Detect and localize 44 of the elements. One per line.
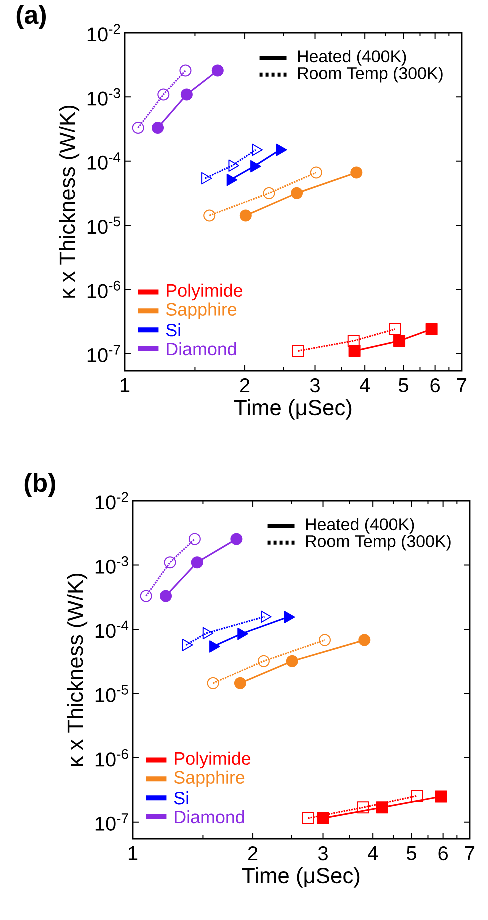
- y-tick-label: 10$^{-7}$: [96, 814, 128, 831]
- annotation: Room Temp (300K): [306, 535, 451, 551]
- legend-label: Polyimide: [175, 752, 251, 769]
- legend-label: Sapphire: [166, 302, 237, 320]
- x-tick-label: 6: [430, 378, 440, 393]
- y-tick-label: 10$^{-4}$: [88, 152, 121, 170]
- legend-label: Diamond: [167, 342, 236, 356]
- y-axis-title: κ x Thickness (W/K): [67, 574, 88, 766]
- x-tick-label: 1: [120, 378, 130, 392]
- x-tick-label: 3: [318, 846, 328, 861]
- legend-label: Sapphire: [174, 770, 245, 788]
- y-tick-label: 10$^{-2}$: [88, 24, 120, 42]
- y-tick-label: 10$^{-5}$: [96, 685, 128, 702]
- y-tick-label: 10$^{-7}$: [88, 345, 120, 362]
- x-tick-label: 5: [398, 378, 408, 392]
- y-tick-label: 10$^{-6}$: [96, 749, 128, 767]
- x-axis-title: Time (μSec): [234, 399, 352, 420]
- x-axis-title: Time (μSec): [242, 867, 360, 888]
- legend-label: Diamond: [175, 810, 244, 824]
- annotation: Room Temp (300K): [298, 67, 443, 83]
- y-tick-label: 10$^{-2}$: [96, 492, 128, 510]
- chart-title: (b): [24, 473, 56, 498]
- legend-label: Si: [166, 324, 180, 337]
- annotation: Heated (400K): [298, 50, 406, 66]
- chart-title: (a): [16, 5, 46, 30]
- x-tick-label: 1: [128, 846, 138, 860]
- legend-label: Si: [174, 792, 188, 805]
- x-tick-label: 5: [406, 846, 416, 860]
- x-tick-label: 7: [465, 846, 475, 860]
- annotation: Heated (400K): [306, 518, 414, 534]
- x-tick-label: 7: [457, 378, 467, 392]
- y-tick-label: 10$^{-3}$: [96, 556, 128, 574]
- y-axis-title: κ x Thickness (W/K): [59, 106, 80, 298]
- y-tick-label: 10$^{-5}$: [88, 216, 120, 234]
- legend-label: Polyimide: [167, 284, 243, 301]
- x-tick-label: 3: [310, 378, 320, 393]
- x-tick-label: 2: [240, 378, 250, 392]
- x-tick-label: 6: [438, 846, 448, 861]
- y-tick-label: 10$^{-4}$: [96, 620, 129, 638]
- x-tick-label: 4: [368, 846, 378, 860]
- y-tick-label: 10$^{-3}$: [88, 88, 120, 106]
- y-tick-label: 10$^{-6}$: [88, 280, 120, 298]
- x-tick-label: 2: [248, 846, 258, 860]
- x-tick-label: 4: [360, 378, 370, 392]
